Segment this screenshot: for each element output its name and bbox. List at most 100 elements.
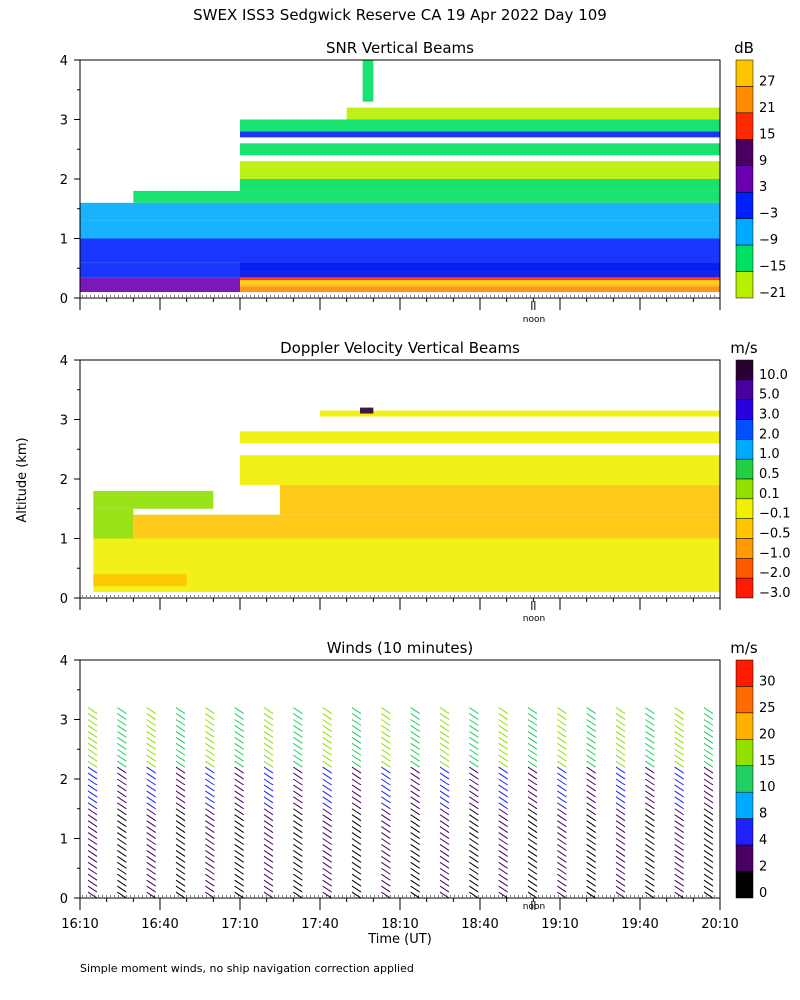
wind-barb xyxy=(293,719,303,726)
wind-barb xyxy=(146,802,156,810)
wind-barb xyxy=(175,867,186,875)
wind-barb xyxy=(586,766,596,774)
wind-barb xyxy=(146,820,156,828)
wind-barb xyxy=(87,725,98,732)
wind-barb xyxy=(586,778,596,786)
wind-barb xyxy=(674,760,684,768)
wind-barb xyxy=(674,748,684,756)
wind-barb xyxy=(117,796,127,804)
wind-barb xyxy=(381,713,391,720)
wind-barb xyxy=(498,707,508,715)
wind-barb xyxy=(322,790,332,798)
wind-barb xyxy=(527,713,538,720)
wind-barb xyxy=(351,879,362,887)
wind-barb xyxy=(703,778,714,786)
colorbar-label: 3.0 xyxy=(759,408,780,423)
wind-barb xyxy=(674,784,684,792)
wind-barb xyxy=(175,796,186,804)
wind-barb xyxy=(586,730,596,738)
wind-barb xyxy=(293,766,303,774)
wind-barb xyxy=(586,736,596,744)
wind-barb xyxy=(175,778,186,786)
wind-barb xyxy=(146,760,156,768)
wind-barb xyxy=(527,855,538,863)
colorbar-label: 9 xyxy=(759,154,767,169)
wind-barb xyxy=(293,802,303,810)
x-tick-label: 20:10 xyxy=(701,917,738,932)
wind-barb xyxy=(703,725,714,732)
wind-barb xyxy=(87,790,98,798)
wind-barb xyxy=(469,867,479,875)
wind-barb xyxy=(146,891,156,899)
wind-barb xyxy=(410,826,420,834)
wind-barb xyxy=(234,820,244,828)
wind-barb xyxy=(674,879,684,887)
wind-barb xyxy=(146,772,156,780)
wind-barb xyxy=(586,790,596,798)
wind-barb xyxy=(703,808,714,816)
wind-barb xyxy=(674,844,684,851)
colorbar-label: 5.0 xyxy=(759,388,780,403)
wind-barb xyxy=(117,867,127,875)
wind-barb xyxy=(234,742,244,750)
winds-barbs xyxy=(87,707,714,899)
wind-barb xyxy=(410,778,420,786)
wind-barb xyxy=(381,885,391,893)
wind-barb xyxy=(615,838,626,845)
winds-noon-label: noon xyxy=(523,902,545,912)
wind-barb xyxy=(263,725,274,732)
colorbar-swatch xyxy=(735,399,754,420)
colorbar-label: 3 xyxy=(759,180,767,195)
wind-barb xyxy=(557,790,567,798)
wind-barb xyxy=(439,891,450,899)
wind-barb xyxy=(674,725,684,732)
wind-barb xyxy=(615,814,626,822)
wind-barb xyxy=(146,713,156,720)
colorbar-label: −1.0 xyxy=(759,546,791,561)
wind-barb xyxy=(322,784,332,792)
wind-barb xyxy=(322,885,332,893)
wind-barb xyxy=(234,784,244,792)
wind-barb xyxy=(410,832,420,839)
wind-barb xyxy=(703,802,714,810)
wind-barb xyxy=(586,796,596,804)
wind-barb xyxy=(703,820,714,828)
wind-barb xyxy=(351,772,362,780)
wind-barb xyxy=(234,736,244,744)
wind-barb xyxy=(498,742,508,750)
wind-barb xyxy=(263,719,274,726)
wind-barb xyxy=(498,826,508,834)
wind-barb xyxy=(586,844,596,851)
colorbar-swatch xyxy=(735,765,754,793)
wind-barb xyxy=(351,867,362,875)
wind-barb xyxy=(410,760,420,768)
wind-barb xyxy=(263,760,274,768)
wind-barb xyxy=(439,736,450,744)
wind-barb xyxy=(645,719,655,726)
wind-barb xyxy=(263,855,274,863)
wind-barb xyxy=(674,802,684,810)
figure-title: SWEX ISS3 Sedgwick Reserve CA 19 Apr 202… xyxy=(193,6,607,24)
wind-barb xyxy=(674,826,684,834)
x-tick-label: 18:10 xyxy=(381,917,418,932)
y-tick-label: 3 xyxy=(60,414,68,429)
wind-barb xyxy=(263,832,274,839)
wind-barb xyxy=(381,725,391,732)
wind-barb xyxy=(645,820,655,828)
wind-barb xyxy=(498,790,508,798)
wind-barb xyxy=(469,778,479,786)
colorbar-swatch xyxy=(735,244,754,272)
wind-barb xyxy=(527,808,538,816)
wind-barb xyxy=(439,730,450,738)
wind-barb xyxy=(469,766,479,774)
wind-barb xyxy=(175,814,186,822)
wind-barb xyxy=(234,861,244,869)
wind-barb xyxy=(87,832,98,839)
wind-barb xyxy=(645,873,655,881)
wind-barb xyxy=(117,891,127,899)
wind-barb xyxy=(557,820,567,828)
colorbar-label: −15 xyxy=(759,260,786,275)
wind-barb xyxy=(410,719,420,726)
wind-barb xyxy=(117,760,127,768)
wind-barb xyxy=(87,707,98,715)
